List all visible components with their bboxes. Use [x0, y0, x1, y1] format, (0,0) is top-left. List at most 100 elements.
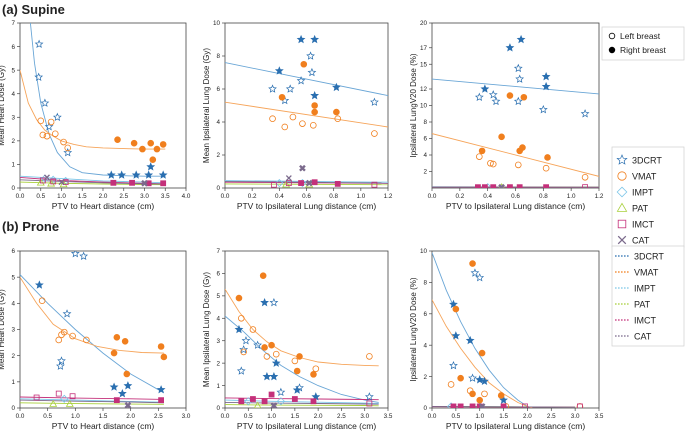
data-point-vmat [83, 336, 90, 344]
data-point-imct [291, 396, 298, 402]
fit-line-3dcrt [225, 62, 388, 97]
data-point-3dcrt [488, 90, 498, 99]
data-point-vmat [498, 133, 505, 141]
x-tick-label: 1.0 [567, 193, 576, 200]
data-point-vmat [452, 305, 460, 313]
data-point-vmat [281, 123, 289, 131]
data-point-pat [36, 178, 45, 186]
data-point-vmat [310, 371, 317, 378]
fit-line-cat [20, 399, 164, 404]
data-point-3dcrt [310, 90, 320, 100]
x-tick-label: 0.8 [329, 193, 338, 200]
data-point-3dcrt [260, 297, 269, 307]
legend-label: VMAT [634, 268, 659, 278]
data-point-vmat [110, 349, 118, 357]
y-tick-label: 5 [11, 67, 15, 74]
x-tick-label: 0.5 [43, 413, 52, 420]
data-point-vmat [581, 173, 589, 181]
data-point-vmat [261, 344, 268, 351]
data-point-3dcrt [470, 268, 480, 277]
data-point-cat [270, 402, 278, 408]
data-point-vmat [516, 147, 523, 155]
y-tick-label: 6 [423, 136, 427, 143]
fit-line-vmat [225, 288, 379, 367]
data-point-vmat [240, 348, 247, 356]
y-tick-label: 0 [216, 405, 220, 412]
data-point-vmat [113, 334, 121, 341]
data-point-imct [582, 184, 588, 188]
fit-line-impt [225, 399, 379, 404]
legend-label: Right breast [620, 45, 666, 55]
data-point-cat [299, 164, 306, 172]
data-point-vmat [269, 115, 276, 122]
data-point-imct [261, 398, 268, 405]
data-point-imct [285, 180, 292, 186]
data-point-vmat [235, 294, 243, 302]
chart-prone-v20: 0.0 0.5 1.0 1.5 2.0 2.5 3.0 3.5 0 2 4 6 8 10 PTV to Ip… [409, 248, 604, 431]
data-point-vmat [291, 357, 299, 365]
x-tick-label: 2.0 [523, 413, 532, 420]
y-tick-label: 3 [216, 338, 220, 345]
data-point-3dcrt [331, 82, 341, 92]
x-tick-label: 0.2 [455, 193, 464, 200]
data-point-pat [253, 401, 262, 408]
data-point-cat [305, 179, 313, 187]
data-point-vmat [51, 130, 59, 138]
data-point-vmat [114, 136, 121, 143]
data-point-3dcrt [144, 170, 154, 179]
data-point-3dcrt [468, 373, 477, 382]
data-point-vmat [300, 60, 308, 68]
data-point-imct [475, 184, 481, 188]
y-tick-label: 10 [420, 103, 428, 110]
data-point-vmat [506, 92, 514, 99]
data-point-vmat [147, 139, 155, 147]
data-point-3dcrt [117, 389, 127, 398]
data-point-vmat [43, 132, 51, 140]
data-point-vmat [476, 153, 483, 160]
plot-frame [224, 22, 389, 189]
y-tick-label: 10 [420, 248, 428, 255]
data-point-imct [62, 179, 69, 186]
y-tick-label: 2 [423, 374, 427, 381]
data-point-cat [285, 175, 292, 182]
data-point-vmat [476, 396, 484, 404]
x-tick-label: 0.0 [428, 413, 437, 420]
x-tick-label: 4.0 [182, 193, 191, 200]
data-point-3dcrt [310, 34, 320, 44]
data-point-3dcrt [480, 84, 490, 93]
data-point-impt [60, 394, 69, 403]
data-point-imct [469, 403, 476, 408]
data-point-3dcrt [40, 98, 50, 107]
data-point-impt [275, 178, 284, 188]
row-title-prone: (b) Prone [2, 219, 59, 234]
data-point-imct [457, 403, 464, 408]
data-point-vmat [542, 164, 550, 172]
data-point-vmat [311, 108, 318, 116]
data-point-3dcrt [241, 336, 251, 345]
x-tick-label: 2.5 [119, 193, 128, 200]
data-point-vmat [38, 297, 46, 305]
data-point-imct [577, 403, 583, 408]
open-circle-icon [608, 32, 616, 40]
fit-line-3dcrt [20, 274, 165, 393]
plot-area [225, 272, 379, 408]
star-icon [616, 154, 628, 165]
data-point-vmat [37, 117, 45, 125]
fit-line-3dcrt [432, 78, 599, 95]
data-point-vmat [514, 161, 522, 169]
data-point-3dcrt [541, 72, 551, 81]
diamond-icon [616, 186, 628, 198]
legend-label: IMPT [634, 284, 656, 294]
x-tick-label: 1.5 [290, 413, 299, 420]
data-point-imct [113, 397, 120, 404]
data-point-3dcrt [56, 361, 65, 370]
data-point-3dcrt [491, 96, 501, 106]
data-point-imct [507, 184, 513, 188]
x-tick-label: 3.5 [384, 413, 393, 420]
y-tick-label: 4 [11, 91, 15, 98]
data-point-3dcrt [271, 358, 281, 367]
data-point-vmat [121, 337, 129, 345]
x-tick-label: 2.5 [337, 413, 346, 420]
data-point-vmat [478, 349, 486, 357]
plot-area [432, 252, 584, 408]
